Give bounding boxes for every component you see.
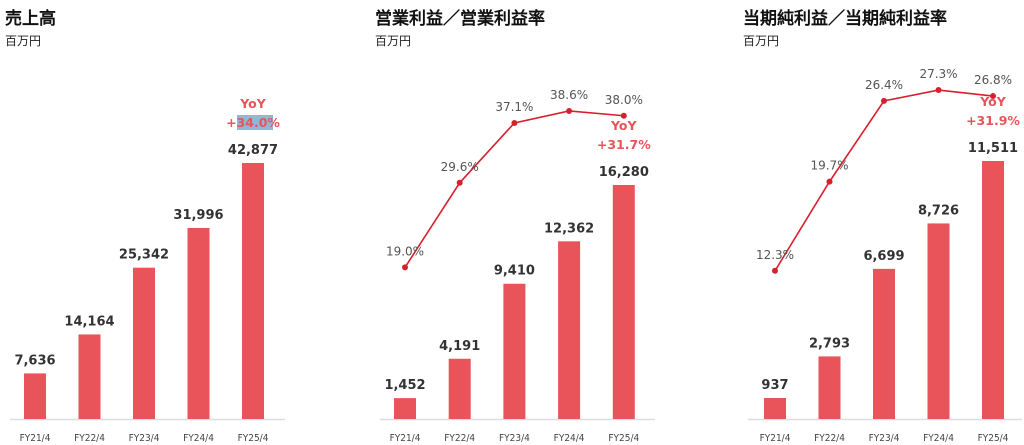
- x-tick-label: FY24/4: [923, 433, 954, 444]
- rate-label: 27.3%: [919, 67, 957, 81]
- yoy-value: +31.9%: [966, 113, 1020, 128]
- rate-line: [774, 89, 994, 272]
- rate-label: 38.6%: [550, 88, 588, 102]
- x-tick-label: FY21/4: [760, 433, 791, 444]
- bar-FY23/4: [873, 268, 895, 419]
- bar-FY21/4: [394, 398, 416, 419]
- rate-point: [881, 97, 887, 104]
- value-label: 14,164: [64, 314, 114, 329]
- yoy-value: +31.7%: [597, 137, 651, 152]
- value-label: 7,636: [14, 353, 55, 368]
- rate-point: [935, 87, 942, 94]
- bar-FY25/4: [982, 161, 1004, 419]
- chart-title-net-income: 当期純利益／当期純利益率: [743, 9, 947, 29]
- x-tick-label: FY21/4: [390, 433, 421, 444]
- bar-FY21/4: [24, 373, 46, 419]
- rate-point: [456, 179, 463, 186]
- rate-label: 26.4%: [865, 78, 903, 92]
- bar-FY22/4: [448, 358, 471, 419]
- value-label: 31,996: [173, 208, 223, 223]
- x-tick-label: FY22/4: [74, 433, 105, 444]
- rate-point: [826, 178, 833, 185]
- value-label: 4,191: [439, 339, 480, 354]
- rate-label: 38.0%: [605, 93, 643, 107]
- rate-label: 29.6%: [441, 160, 479, 174]
- value-label: 1,452: [384, 378, 425, 393]
- x-tick-label: FY23/4: [499, 433, 530, 444]
- value-label: 16,280: [599, 165, 649, 180]
- bar-FY25/4: [242, 163, 264, 419]
- unit-label-sales: 百万円: [5, 34, 42, 48]
- rate-point: [620, 112, 627, 119]
- rate-label: 37.1%: [495, 100, 533, 114]
- bar-FY24/4: [187, 227, 210, 419]
- bar-FY25/4: [612, 185, 635, 419]
- x-tick-label: FY22/4: [814, 433, 845, 444]
- yoy-value: +34.0%: [226, 115, 280, 130]
- value-label: 937: [761, 378, 788, 393]
- chart-title-operating-profit: 営業利益／営業利益率: [375, 9, 545, 29]
- rate-label: 26.8%: [974, 73, 1012, 87]
- yoy-label: YoY: [610, 118, 637, 133]
- rate-label: 19.0%: [386, 244, 424, 258]
- x-tick-label: FY25/4: [238, 433, 269, 444]
- x-tick-label: FY22/4: [444, 433, 475, 444]
- bar-FY23/4: [133, 267, 155, 419]
- x-tick-label: FY25/4: [608, 433, 639, 444]
- bar-FY21/4: [764, 397, 786, 419]
- bar-FY22/4: [78, 334, 101, 419]
- x-tick-label: FY23/4: [129, 433, 160, 444]
- unit-label-operating-profit: 百万円: [375, 34, 412, 48]
- value-label: 2,793: [809, 336, 850, 351]
- x-tick-label: FY24/4: [183, 433, 214, 444]
- value-label: 9,410: [494, 264, 535, 279]
- rate-point: [990, 93, 996, 100]
- rate-line: [404, 110, 624, 268]
- x-tick-label: FY23/4: [869, 433, 900, 444]
- x-tick-label: FY21/4: [20, 433, 51, 444]
- x-tick-label: FY25/4: [978, 433, 1009, 444]
- bar-FY22/4: [818, 356, 841, 419]
- bar-FY24/4: [558, 241, 581, 419]
- yoy-label: YoY: [979, 94, 1006, 109]
- value-label: 11,511: [968, 141, 1018, 156]
- unit-label-net-income: 百万円: [743, 34, 780, 48]
- rate-label: 12.3%: [756, 248, 794, 262]
- value-label: 6,699: [863, 249, 904, 264]
- chart-title-sales: 売上高: [5, 9, 56, 29]
- text-selection-highlight: [237, 115, 273, 130]
- bar-FY23/4: [503, 283, 526, 419]
- yoy-label: YoY: [239, 96, 266, 111]
- rate-label: 19.7%: [810, 159, 848, 173]
- x-tick-label: FY24/4: [554, 433, 585, 444]
- rate-point: [402, 264, 408, 271]
- value-label: 42,877: [228, 143, 278, 158]
- rate-point: [566, 107, 573, 114]
- value-label: 12,362: [544, 221, 594, 236]
- value-label: 25,342: [119, 248, 169, 263]
- bar-FY24/4: [927, 223, 950, 419]
- rate-point: [772, 267, 778, 274]
- value-label: 8,726: [918, 203, 959, 218]
- rate-point: [511, 119, 518, 126]
